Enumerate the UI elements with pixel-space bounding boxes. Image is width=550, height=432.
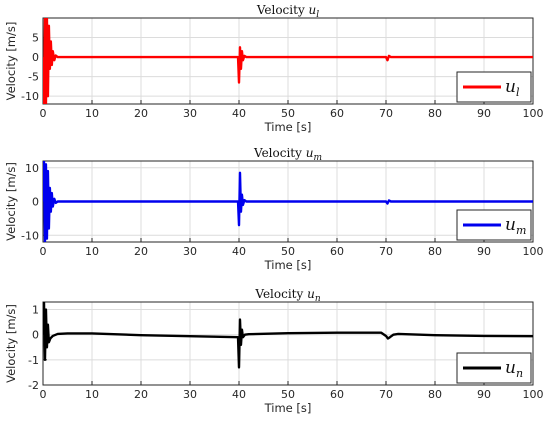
x-tick-label: 70 — [379, 388, 393, 401]
x-tick-label: 90 — [477, 388, 491, 401]
x-tick-label: 40 — [232, 388, 246, 401]
chart-title: Velocity ul — [256, 3, 319, 20]
y-tick-label: 0 — [32, 329, 39, 342]
x-axis-label: Time [s] — [264, 120, 312, 134]
y-axis-label: Velocity [m/s] — [4, 304, 18, 383]
x-tick-label: 0 — [40, 388, 47, 401]
y-tick-label: 0 — [32, 51, 39, 64]
y-tick-label: -10 — [21, 229, 39, 242]
legend: um — [456, 209, 532, 241]
x-tick-label: 90 — [477, 245, 491, 258]
x-tick-label: 70 — [379, 245, 393, 258]
x-tick-label: 80 — [428, 107, 442, 120]
x-tick-label: 80 — [428, 245, 442, 258]
chart-title: Velocity um — [253, 146, 322, 163]
x-tick-label: 90 — [477, 107, 491, 120]
x-tick-label: 60 — [330, 245, 344, 258]
x-tick-label: 30 — [183, 388, 197, 401]
x-axis-label: Time [s] — [264, 401, 312, 415]
y-tick-label: 5 — [32, 32, 39, 45]
x-tick-label: 0 — [40, 107, 47, 120]
legend-entry: ul — [505, 77, 520, 99]
x-tick-label: 100 — [523, 245, 544, 258]
chart-panel-3: 0 10 20 30 40 50 60 70 80 90 100 -2 -1 0 1 Time [s] Velo… — [4, 287, 544, 415]
x-tick-label: 40 — [232, 245, 246, 258]
y-tick-label: -5 — [28, 71, 39, 84]
x-tick-label: 40 — [232, 107, 246, 120]
chart-title: Velocity un — [254, 287, 320, 304]
y-tick-label: -2 — [28, 379, 39, 392]
x-tick-label: 50 — [281, 245, 295, 258]
y-tick-label: 10 — [25, 162, 39, 175]
y-tick-label: 1 — [32, 304, 39, 317]
y-axis-label: Velocity [m/s] — [4, 22, 18, 101]
x-tick-label: 70 — [379, 107, 393, 120]
x-tick-label: 80 — [428, 388, 442, 401]
x-tick-label: 60 — [330, 388, 344, 401]
x-tick-label: 20 — [134, 107, 148, 120]
series-line-ul — [43, 18, 533, 104]
y-tick-label: -1 — [28, 354, 39, 367]
chart-panel-1: 0 10 20 30 40 50 60 70 80 90 100 -10 -5 0 5 Time [s] Vel… — [4, 3, 544, 134]
y-axis-label: Velocity [m/s] — [4, 162, 18, 241]
x-tick-label: 10 — [85, 388, 99, 401]
x-tick-label: 20 — [134, 245, 148, 258]
x-tick-label: 100 — [523, 107, 544, 120]
x-tick-label: 60 — [330, 107, 344, 120]
x-tick-label: 50 — [281, 107, 295, 120]
x-axis-label: Time [s] — [264, 258, 312, 272]
y-tick-label: 0 — [32, 196, 39, 209]
x-tick-label: 30 — [183, 245, 197, 258]
x-tick-label: 10 — [85, 245, 99, 258]
x-tick-label: 30 — [183, 107, 197, 120]
legend: un — [456, 352, 532, 384]
series-line-um — [43, 161, 533, 242]
legend-entry: un — [505, 358, 523, 380]
x-tick-label: 0 — [40, 245, 47, 258]
legend: ul — [456, 71, 532, 103]
x-tick-label: 20 — [134, 388, 148, 401]
series-line-un — [43, 302, 533, 369]
x-tick-label: 100 — [523, 388, 544, 401]
x-tick-label: 50 — [281, 388, 295, 401]
y-tick-label: -10 — [21, 90, 39, 103]
legend-entry: um — [505, 215, 526, 237]
x-tick-label: 10 — [85, 107, 99, 120]
